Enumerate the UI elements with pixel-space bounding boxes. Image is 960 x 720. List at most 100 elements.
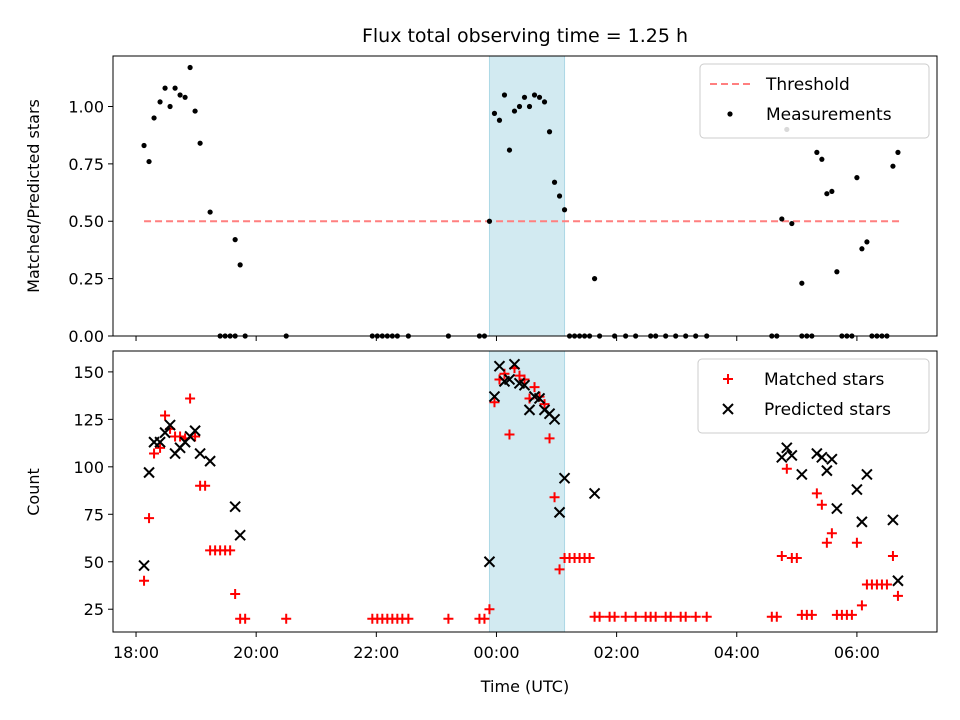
observing-window-band (488, 350, 566, 633)
predicted-star-point (826, 453, 838, 465)
measurement-point (496, 117, 503, 123)
measurement-point (197, 140, 203, 146)
x-tick-label: 18:00 (113, 643, 159, 662)
measurement-point (824, 191, 830, 197)
measurement-point (172, 85, 178, 91)
matched-star-point (155, 442, 166, 453)
matched-star-point (892, 590, 903, 601)
matched-star-point (200, 480, 211, 491)
matched-star-point (680, 611, 691, 622)
measurement-point (162, 85, 168, 91)
matched-star-point (881, 579, 892, 590)
measurement-point (506, 147, 513, 153)
matched-star-point (701, 611, 712, 622)
matched-star-point (665, 611, 676, 622)
matched-star-point (816, 499, 827, 510)
matched-star-point (185, 393, 196, 404)
matched-star-point (144, 513, 155, 524)
predicted-star-point (189, 425, 201, 437)
measurement-point (516, 103, 523, 110)
matched-star-point (887, 551, 898, 562)
predicted-star-point (143, 466, 155, 479)
measurement-point (501, 92, 508, 98)
x-tick-label: 06:00 (834, 643, 880, 662)
top-y-axis-label: Matched/Predicted stars (24, 99, 43, 293)
y-tick-label: 75 (84, 505, 104, 524)
matched-star-point (529, 382, 540, 393)
measurement-point (890, 163, 896, 169)
x-tick-label: 00:00 (473, 643, 519, 662)
measurement-point (531, 92, 538, 98)
matched-star-point (856, 600, 867, 611)
measurement-point (521, 94, 528, 100)
predicted-star-point (851, 483, 863, 496)
measurement-point (834, 269, 840, 275)
legend-label: Threshold (765, 75, 850, 95)
measurement-point (789, 220, 795, 227)
matched-star-point (149, 448, 160, 459)
predicted-star-point (229, 500, 241, 513)
x-axis-label: Time (UTC) (480, 677, 569, 696)
matched-star-point (620, 611, 631, 622)
matched-star-point (690, 611, 701, 622)
measurement-point (151, 115, 157, 121)
x-tick-label: 04:00 (714, 643, 760, 662)
y-tick-label: 0.50 (68, 212, 104, 231)
predicted-star-point (821, 464, 833, 477)
y-tick-label: 125 (73, 410, 104, 429)
y-tick-label: 0.75 (68, 155, 104, 174)
legend: Matched stars Predicted stars (697, 358, 930, 434)
ratio-panel: 0.00 0.25 0.50 0.75 1.00 Threshold Measurement… (68, 55, 938, 346)
legend-label: Measurements (766, 105, 892, 125)
measurement-point (561, 207, 568, 213)
measurement-point (864, 239, 870, 245)
legend-swatch (723, 374, 733, 384)
y-tick-label: 0.25 (68, 270, 104, 289)
measurement-point (799, 280, 805, 286)
predicted-star-point (796, 468, 808, 481)
predicted-star-point (493, 360, 506, 372)
legend-swatch (722, 403, 734, 415)
y-tick-label: 1.00 (68, 97, 104, 116)
predicted-star-point (138, 559, 150, 572)
matched-star-point (139, 575, 150, 586)
matched-star-point (811, 488, 822, 499)
predicted-star-point (503, 373, 516, 386)
predicted-star-point (488, 390, 501, 403)
measurement-point (192, 108, 198, 114)
predicted-star-point (154, 436, 166, 448)
legend-box (699, 63, 930, 139)
predicted-star-point (892, 575, 904, 587)
measurement-point (526, 103, 533, 110)
measurement-point (491, 110, 498, 116)
measurement-point (814, 149, 820, 155)
x-tick-label: 22:00 (353, 643, 399, 662)
matched-star-point (281, 613, 292, 624)
predicted-star-point (558, 472, 571, 484)
measurement-point (511, 108, 518, 114)
predicted-star-point (553, 506, 566, 519)
matched-star-point (791, 552, 802, 563)
y-tick-label: 0.00 (68, 327, 104, 346)
legend-label: Matched stars (764, 370, 884, 390)
measurement-point (556, 193, 563, 199)
axes-frame (112, 350, 938, 633)
matched-star-point (609, 611, 620, 622)
predicted-star-point (164, 419, 176, 431)
measurement-point (177, 92, 183, 98)
predicted-star-point (234, 529, 246, 541)
measurement-point (895, 149, 901, 155)
matched-star-point (549, 492, 560, 503)
count-panel: 25 50 75 100 125 150 18:00 20:00 22:00 00:00 02:00… (73, 350, 938, 662)
measurement-point (541, 99, 548, 105)
measurement-point (237, 262, 243, 268)
y-tick-label: 25 (84, 600, 104, 619)
matched-star-point (776, 551, 787, 562)
predicted-star-point (831, 502, 843, 515)
predicted-star-point (588, 487, 601, 500)
matched-star-point (806, 609, 817, 620)
measurement-point (182, 94, 188, 100)
predicted-star-point (781, 442, 793, 454)
measurement-point (187, 64, 193, 71)
